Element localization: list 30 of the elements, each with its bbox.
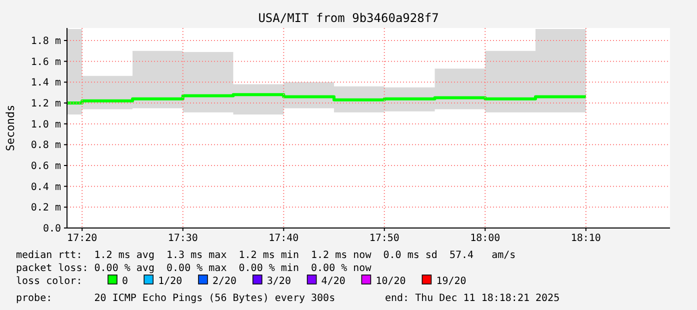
legend-label: 3/20 xyxy=(266,276,291,287)
y-tick-label: 0.4 m xyxy=(30,182,61,193)
y-tick-label: 1.4 m xyxy=(30,78,61,89)
legend-label: 0 xyxy=(122,276,128,287)
y-tick-label: 0.0 xyxy=(42,224,61,234)
chart-title: USA/MIT from 9b3460a928f7 xyxy=(258,11,439,25)
y-tick-label: 0.6 m xyxy=(30,161,61,172)
legend-title: loss color: xyxy=(16,276,82,287)
y-axis-title: Seconds xyxy=(4,104,17,152)
x-tick-label: 17:30 xyxy=(168,233,198,244)
legend-label: 19/20 xyxy=(436,276,466,287)
text: end: Thu Dec 11 18:18:21 2025 xyxy=(385,293,560,304)
x-tick-label: 18:10 xyxy=(570,233,601,244)
y-tick-label: 1.8 m xyxy=(30,36,61,47)
x-tick-label: 17:20 xyxy=(67,233,98,244)
y-tick-label: 0.8 m xyxy=(30,140,61,152)
legend-label: 4/20 xyxy=(321,276,346,287)
x-tick-label: 17:50 xyxy=(369,233,400,244)
text: median rtt: 1.2 ms avg 1.3 ms max 1.2 ms min 1.2 ms now 0.0 ms sd 57.4 am/s xyxy=(16,250,516,261)
y-tick-label: 1.0 m xyxy=(30,119,61,130)
legend-label: 1/20 xyxy=(158,276,182,287)
text: packet loss: 0.00 % avg 0.00 % max 0.00 % min 0.00 % now xyxy=(16,263,372,274)
x-tick-label: 17:40 xyxy=(268,233,299,244)
x-tick-label: 18:00 xyxy=(470,233,500,244)
legend-label: 10/20 xyxy=(376,276,406,287)
text: probe: 20 ICMP Echo Pings (56 Bytes) every 300s xyxy=(16,293,336,304)
y-tick-label: 0.2 m xyxy=(30,202,61,214)
y-tick-label: 1.6 m xyxy=(30,56,61,68)
legend-label: 2/20 xyxy=(212,276,237,287)
y-tick-label: 1.2 m xyxy=(30,98,61,110)
